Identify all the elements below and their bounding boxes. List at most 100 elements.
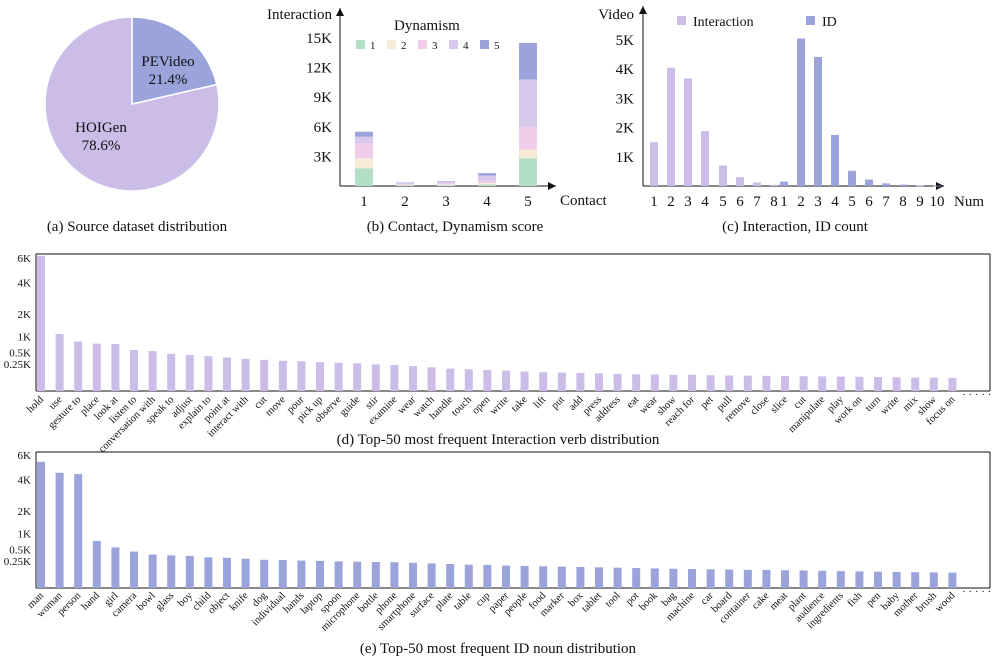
x-tick-label: 5	[719, 194, 727, 210]
bar	[780, 181, 788, 186]
legend-label: ID	[822, 15, 837, 30]
bar	[706, 375, 715, 391]
bar	[595, 567, 603, 588]
y-tick-label: 5K	[616, 33, 635, 49]
legend-swatch	[480, 40, 489, 49]
bar	[753, 182, 761, 186]
bar-segment	[437, 184, 455, 186]
bar	[799, 376, 808, 391]
bar-segment	[519, 42, 537, 80]
x-tick-label: pet	[699, 394, 716, 411]
bar	[334, 362, 343, 391]
x-tick-label: 5	[848, 194, 856, 210]
bar	[316, 362, 324, 391]
bar	[781, 376, 789, 391]
bar	[223, 557, 231, 588]
bar	[725, 375, 734, 391]
bar	[167, 555, 176, 588]
x-tick-label: tool	[603, 590, 622, 609]
bar	[701, 131, 709, 186]
bar-segment	[396, 183, 414, 185]
legend-label: 2	[401, 40, 407, 52]
bar-segment	[478, 184, 496, 186]
y-tick-label: 15K	[306, 31, 332, 47]
y-tick-label: 0.25K	[4, 359, 31, 371]
y-tick-label: 6K	[314, 120, 333, 136]
bar	[520, 371, 529, 391]
x-tick-label: bowl	[135, 590, 158, 613]
bar	[353, 561, 362, 588]
bar	[483, 564, 492, 588]
y-axis-label: Video	[598, 7, 634, 23]
x-axis-arrow	[548, 182, 556, 190]
x-tick-label: take	[510, 394, 530, 414]
bar	[204, 356, 213, 391]
y-tick-label: 1K	[18, 332, 32, 344]
x-tick-label: touch	[450, 394, 475, 419]
bar	[185, 354, 194, 391]
bar	[576, 566, 585, 588]
bar	[874, 377, 882, 391]
bar	[613, 373, 622, 391]
x-tick-label: object	[206, 590, 232, 616]
bar	[762, 375, 771, 391]
pie-label-hoigen: HOIGen	[75, 120, 127, 136]
x-tick-label: 8	[770, 194, 778, 210]
bar	[650, 142, 658, 186]
bar	[74, 474, 83, 588]
pie-slice-pevideo	[131, 16, 218, 105]
x-tick-label: manipulate	[787, 394, 828, 435]
bar	[111, 343, 120, 391]
pie-label-pevideo: PEVideo	[141, 54, 194, 70]
bar	[390, 562, 399, 588]
legend-swatch	[356, 40, 365, 49]
bar	[427, 563, 436, 588]
bar	[882, 183, 890, 186]
x-tick-label: 10	[930, 194, 945, 210]
bar	[669, 374, 678, 391]
bar	[650, 568, 659, 588]
bar	[899, 184, 907, 186]
y-tick-label: 2K	[18, 506, 32, 518]
x-tick-label: 4	[701, 194, 709, 210]
legend-swatch	[677, 16, 686, 25]
x-tick-label: lift	[532, 394, 548, 410]
bar	[130, 350, 138, 391]
bar-segment	[519, 158, 537, 186]
x-tick-label: write	[879, 394, 902, 417]
bar	[278, 560, 287, 588]
x-tick-label: book	[637, 590, 660, 613]
y-tick-label: 3K	[314, 149, 333, 165]
x-tick-label: 1	[650, 194, 658, 210]
bar	[539, 372, 548, 391]
bar	[799, 570, 808, 588]
bar	[241, 358, 250, 391]
x-tick-label: glass	[154, 590, 177, 613]
bar-segment	[478, 175, 496, 181]
y-tick-label: 0.5K	[9, 545, 31, 557]
bar	[929, 572, 938, 588]
x-tick-label: 4	[831, 194, 839, 210]
caption-d: (d) Top-50 most frequent Interaction ver…	[337, 432, 660, 448]
y-tick-label: 1K	[616, 150, 635, 166]
bar	[911, 572, 920, 588]
bar	[148, 351, 157, 391]
y-tick-label: 0.25K	[4, 556, 31, 568]
x-tick-label: 8	[899, 194, 907, 210]
bar	[743, 375, 752, 391]
bar	[595, 373, 603, 391]
bar	[185, 555, 194, 588]
bar-segment	[355, 143, 373, 159]
y-tick-label: 3K	[616, 91, 635, 107]
bar	[836, 376, 845, 391]
bar	[929, 377, 938, 391]
bar	[762, 569, 771, 588]
bar-segment	[355, 136, 373, 144]
y-axis-arrow	[639, 6, 647, 14]
bar	[464, 564, 473, 588]
bar	[371, 364, 380, 391]
bar	[409, 562, 417, 588]
x-tick-label: guide	[338, 394, 363, 419]
